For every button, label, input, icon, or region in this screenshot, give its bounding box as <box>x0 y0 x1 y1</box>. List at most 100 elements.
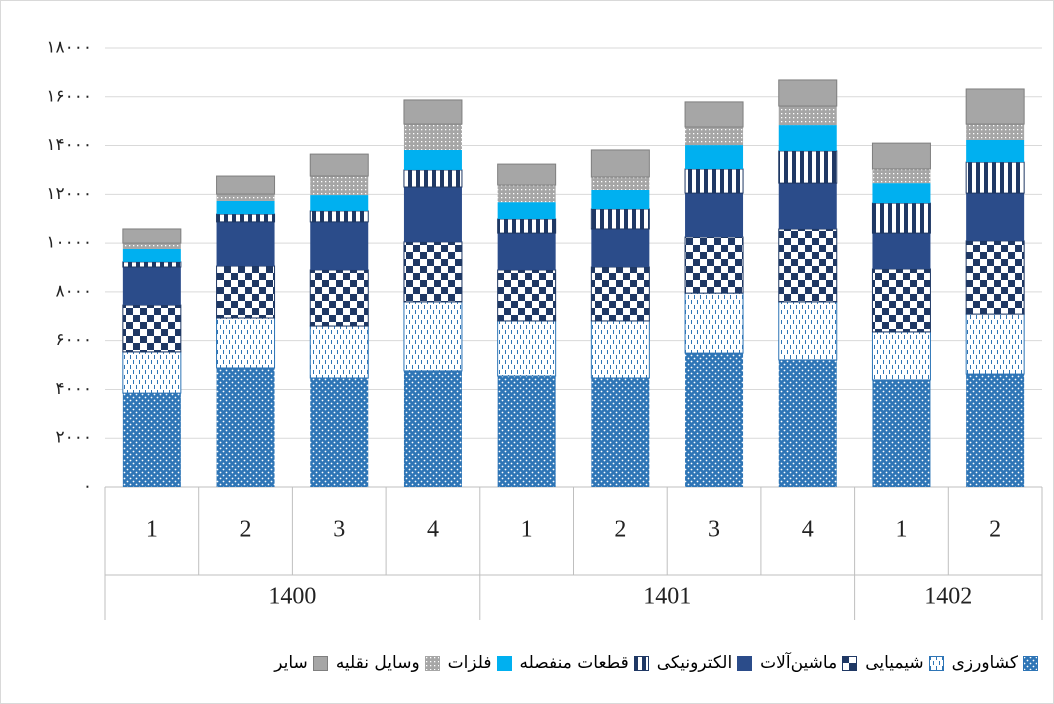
bar-segment <box>403 301 463 372</box>
x-tick-label: 1 <box>521 517 533 543</box>
legend-swatch <box>496 655 512 671</box>
y-tick-label: ۱۸۰۰۰ <box>46 38 92 58</box>
legend-swatch <box>633 655 649 671</box>
legend-label: سایر <box>274 653 308 673</box>
bar-segment <box>497 376 556 487</box>
legend-label: شیمیایی <box>865 653 924 673</box>
bar-segment <box>591 177 650 190</box>
legend-item: کشاورزی <box>952 653 1038 673</box>
bar-segment <box>871 202 931 234</box>
y-tick-label: ۱۲۰۰۰ <box>46 184 92 204</box>
bar-segment <box>778 79 838 107</box>
group-label: 1401 <box>643 584 691 610</box>
legend-label: الکترونیکی <box>656 653 733 673</box>
bar-segment <box>122 248 181 262</box>
bar-segment <box>497 269 557 322</box>
bar-segment <box>591 189 650 209</box>
bar-segment <box>216 265 276 319</box>
x-tick-label: 3 <box>708 517 720 543</box>
x-tick-label: 4 <box>427 517 439 543</box>
legend-swatch <box>312 655 328 671</box>
bar-segment <box>591 377 650 487</box>
bar-segment <box>309 325 369 379</box>
bar-segment <box>216 367 275 487</box>
bar-segment <box>309 269 369 327</box>
bar-segment <box>122 351 182 394</box>
bar-segment <box>685 127 744 146</box>
legend-item: شیمیایی <box>865 653 944 673</box>
legend-label: وسایل نقلیه <box>335 653 420 673</box>
bar-segment <box>778 125 837 151</box>
bar-segment <box>497 185 556 203</box>
legend-swatch <box>424 655 440 671</box>
bar-segment <box>309 153 369 177</box>
bar-segment <box>778 301 838 361</box>
bar-segment <box>122 304 182 353</box>
bar-segment <box>122 243 181 249</box>
bar-segment <box>685 353 744 487</box>
y-tick-label: ۰ <box>83 477 92 497</box>
bar-segment <box>685 145 744 169</box>
legend-label: ماشین‌آلات <box>760 653 838 673</box>
bar-segment <box>403 99 463 125</box>
bar-segment <box>122 393 181 487</box>
y-tick-label: ۴۰۰۰ <box>55 379 92 399</box>
y-tick-label: ۱۶۰۰۰ <box>46 86 92 106</box>
bar-segment <box>871 142 931 170</box>
bar-segment <box>872 168 931 184</box>
legend-swatch <box>928 655 944 671</box>
legend-label: کشاورزی <box>951 653 1018 673</box>
bar-segment <box>966 139 1025 163</box>
bar-segment <box>684 168 744 194</box>
group-label: 1400 <box>268 584 316 610</box>
bar-segment <box>310 195 369 211</box>
bar-segment <box>591 228 650 268</box>
bar-segment <box>122 261 182 268</box>
bar-segment <box>965 161 1025 194</box>
bar-segment <box>403 169 463 188</box>
bar-segment <box>872 183 931 204</box>
x-tick-label: 2 <box>989 517 1001 543</box>
y-tick-label: ۲۰۰۰ <box>55 428 92 448</box>
x-tick-label: 4 <box>802 517 814 543</box>
bar-segment <box>871 268 931 333</box>
bar-segment <box>216 175 276 195</box>
bar-segment <box>778 150 838 184</box>
bar-segment <box>966 193 1025 241</box>
x-tick-label: 2 <box>614 517 626 543</box>
y-tick-label: ۱۰۰۰۰ <box>46 233 92 253</box>
bar-segment <box>590 149 650 178</box>
bar-segment <box>309 210 369 223</box>
bar-segment <box>497 163 557 186</box>
legend-item: فلزات <box>448 653 512 673</box>
bar-segment <box>871 331 931 381</box>
bar-segment <box>216 221 275 267</box>
bar-segment <box>310 221 369 270</box>
bar-segment <box>778 228 838 303</box>
y-tick-label: ۱۴۰۰۰ <box>46 135 92 155</box>
bar-segment <box>966 374 1025 487</box>
bar-segment <box>966 124 1025 140</box>
legend-label: قطعات منفصله <box>519 653 629 673</box>
bar-segment <box>872 233 931 269</box>
bar-segment <box>122 267 181 306</box>
bar-segment <box>403 241 463 303</box>
bar-segment <box>310 176 369 196</box>
bar-segment <box>310 377 369 487</box>
x-tick-label: 2 <box>240 517 252 543</box>
bar-segment <box>403 187 462 242</box>
bar-segment <box>497 202 556 219</box>
legend-swatch <box>737 655 753 671</box>
group-label: 1402 <box>924 584 972 610</box>
bar-segment <box>872 379 931 487</box>
bar-segment <box>778 359 837 487</box>
bar-segment <box>216 213 276 223</box>
bar-segment <box>403 370 462 487</box>
bar-segment <box>216 317 276 369</box>
bar-segment <box>685 193 744 238</box>
legend-item: قطعات منفصله <box>520 653 649 673</box>
bar-segment <box>965 240 1025 315</box>
legend-swatch <box>842 655 858 671</box>
